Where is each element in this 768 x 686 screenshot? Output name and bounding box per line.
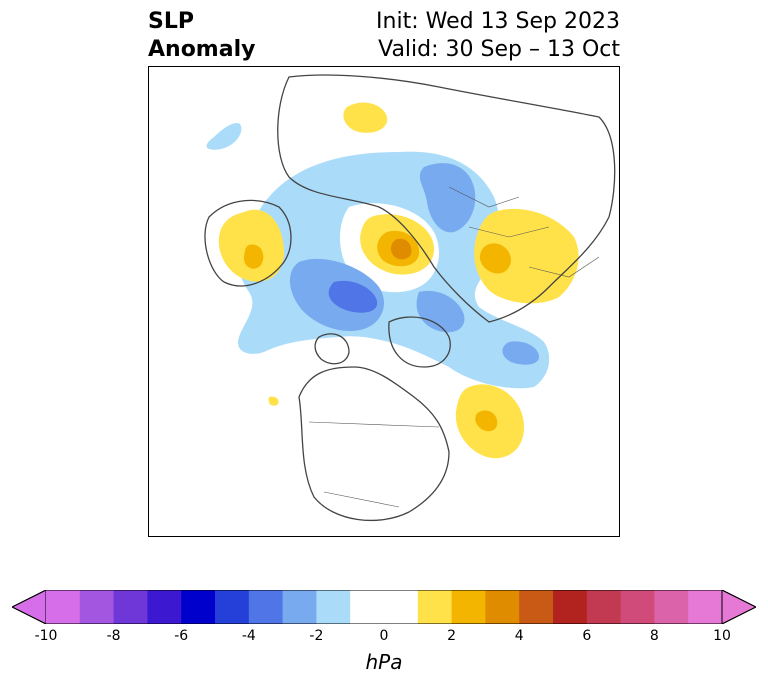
colorbar-segment: [147, 590, 182, 624]
colorbar-segment: [248, 590, 284, 624]
anomaly-map: [148, 66, 620, 537]
colorbar-tick-label: -8: [106, 628, 121, 644]
title-variable: SLP: [148, 9, 194, 34]
colorbar-tick-label: 8: [649, 628, 659, 644]
colorbar-segment: [113, 590, 148, 624]
colorbar-segment: [46, 590, 81, 624]
colorbar: [12, 590, 756, 624]
map-title: SLP Anomaly: [148, 8, 255, 64]
colorbar-tick-label: -10: [34, 628, 58, 644]
colorbar-segment: [79, 590, 115, 624]
colorbar-segment: [215, 590, 250, 624]
colorbar-tick-label: 0: [379, 628, 389, 644]
negative-anomaly-medium-3: [416, 290, 465, 333]
colorbar-segment: [654, 590, 689, 624]
negative-anomaly-medium-1: [419, 163, 476, 233]
colorbar-tick-label: 4: [514, 628, 524, 644]
positive-anomaly-small: [268, 396, 279, 406]
border-europe-2: [468, 226, 550, 238]
colorbar-segment: [451, 590, 486, 624]
init-date: Init: Wed 13 Sep 2023: [376, 9, 620, 34]
colorbar-segment: [282, 590, 317, 624]
colorbar-segment: [688, 590, 723, 624]
coastline-alaska: [204, 199, 292, 287]
coastline-greenland: [388, 316, 451, 368]
negative-anomaly-medium-4: [502, 341, 539, 365]
coastline-north-america: [298, 366, 450, 522]
title-quantity: Anomaly: [148, 37, 256, 62]
colorbar-segment: [485, 590, 520, 624]
colorbar-tick-label: 6: [582, 628, 592, 644]
positive-anomaly-siberia: [474, 208, 579, 304]
valid-range: Valid: 30 Sep – 13 Oct: [378, 37, 620, 62]
negative-anomaly-upper-left: [206, 122, 242, 150]
positive-anomaly-scandinavia: [343, 102, 388, 133]
colorbar-segment: [620, 590, 655, 624]
colorbar-segment: [384, 590, 419, 624]
colorbar-segment: [316, 590, 351, 624]
coastlines: [204, 74, 616, 522]
negative-anomaly-core: [328, 280, 378, 313]
borders: [308, 186, 600, 508]
colorbar-segment: [417, 590, 453, 624]
colorbar-segment: [519, 590, 554, 624]
border-us-mexico: [323, 491, 400, 508]
border-us-canada: [308, 421, 440, 428]
colorbar-tick-label: -6: [174, 628, 189, 644]
colorbar-tick-label: 2: [447, 628, 457, 644]
colorbar-tick-label: -4: [241, 628, 256, 644]
border-asia: [528, 256, 600, 278]
date-info: Init: Wed 13 Sep 2023 Valid: 30 Sep – 13…: [376, 8, 620, 64]
positive-anomaly-arctic-peak: [390, 238, 412, 260]
positive-anomaly-siberia-core: [479, 243, 511, 274]
coastline-eurasia: [277, 74, 616, 323]
colorbar-tick-label: 10: [713, 628, 731, 644]
map-canvas: [204, 74, 616, 522]
border-europe-1: [448, 186, 520, 208]
colorbar-segment: [350, 590, 385, 624]
colorbar-extend-max: [721, 590, 756, 624]
colorbar-tick-label: -2: [309, 628, 324, 644]
colorbar-extend-min: [12, 590, 47, 624]
colorbar-segment: [553, 590, 588, 624]
colorbar-segment: [181, 590, 216, 624]
colorbar-segment: [586, 590, 622, 624]
coastline-hudson-bay: [314, 333, 350, 365]
positive-anomaly-atlantic-core: [475, 410, 498, 432]
colorbar-unit-label: hPa: [365, 650, 403, 674]
positive-anomaly-alaska-core: [243, 244, 264, 269]
